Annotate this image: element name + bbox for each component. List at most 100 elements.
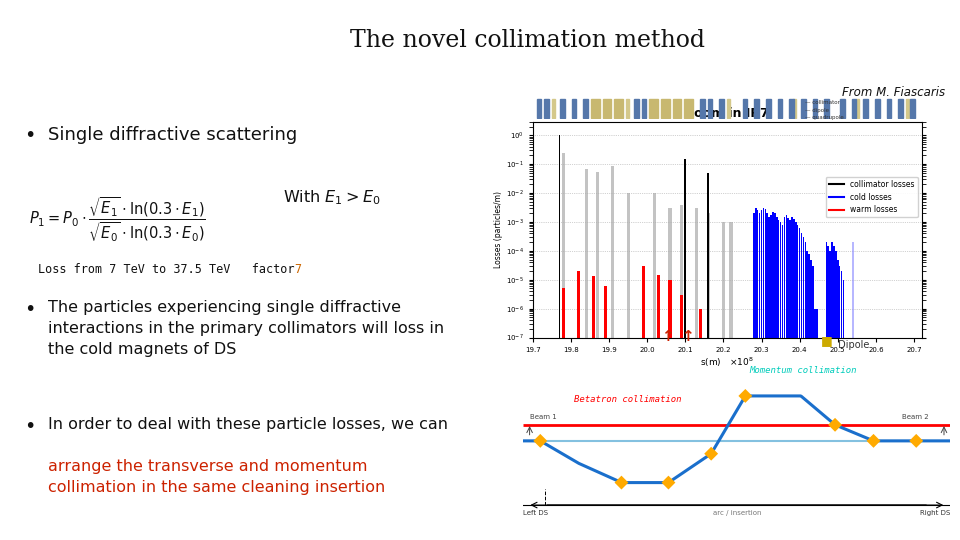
- Bar: [756, 211, 758, 540]
- Bar: [785, 237, 787, 540]
- Bar: [562, 288, 564, 540]
- Bar: [772, 212, 774, 540]
- Text: arc / insertion: arc / insertion: [712, 510, 761, 516]
- Bar: [603, 99, 612, 118]
- Bar: [668, 280, 672, 540]
- Bar: [650, 99, 658, 118]
- Bar: [657, 275, 660, 540]
- Point: [660, 478, 676, 487]
- Point: [828, 421, 843, 429]
- Bar: [799, 271, 801, 540]
- Text: With $E_1 > E_0$: With $E_1 > E_0$: [283, 188, 381, 207]
- Bar: [684, 159, 686, 540]
- Bar: [787, 242, 789, 540]
- Text: Beam 1: Beam 1: [530, 414, 557, 420]
- Bar: [758, 213, 760, 540]
- Bar: [839, 266, 840, 540]
- Bar: [810, 309, 812, 540]
- Bar: [572, 99, 576, 118]
- Bar: [789, 246, 791, 540]
- Bar: [899, 99, 903, 118]
- Bar: [852, 242, 853, 540]
- Bar: [653, 193, 657, 540]
- Bar: [668, 208, 672, 540]
- Bar: [673, 99, 682, 118]
- Text: Betatron collimation: Betatron collimation: [574, 395, 682, 404]
- Bar: [764, 209, 766, 540]
- X-axis label: s(m)   $\times 10^8$: s(m) $\times 10^8$: [701, 355, 754, 369]
- Bar: [707, 213, 709, 540]
- Bar: [700, 99, 705, 118]
- Bar: [680, 205, 683, 540]
- Y-axis label: Losses (particles/m): Losses (particles/m): [494, 191, 503, 268]
- Bar: [781, 225, 783, 540]
- Bar: [770, 214, 772, 540]
- Bar: [797, 266, 799, 540]
- Text: From M. Fiascaris: From M. Fiascaris: [843, 86, 946, 99]
- Bar: [783, 231, 785, 540]
- Bar: [837, 260, 838, 540]
- Text: •: •: [24, 417, 36, 436]
- Bar: [537, 99, 541, 118]
- Text: Left DS: Left DS: [523, 510, 548, 516]
- Bar: [801, 280, 803, 540]
- Text: — quadrupole: — quadrupole: [804, 114, 844, 120]
- Bar: [627, 193, 630, 540]
- Bar: [728, 99, 731, 118]
- Bar: [776, 217, 778, 540]
- Bar: [585, 168, 588, 540]
- Bar: [626, 99, 629, 118]
- Text: ↑: ↑: [681, 329, 694, 345]
- Bar: [762, 208, 764, 540]
- Bar: [795, 222, 797, 540]
- Bar: [804, 242, 806, 540]
- Bar: [661, 99, 670, 118]
- Bar: [906, 99, 909, 118]
- Bar: [803, 237, 804, 540]
- Bar: [614, 99, 623, 118]
- Bar: [813, 99, 817, 118]
- Text: Dipole: Dipole: [835, 340, 870, 349]
- Bar: [814, 309, 816, 540]
- Bar: [801, 99, 805, 118]
- Bar: [799, 228, 801, 540]
- Bar: [695, 208, 698, 540]
- Bar: [778, 99, 782, 118]
- Bar: [793, 254, 795, 540]
- Bar: [544, 99, 549, 118]
- Bar: [684, 99, 693, 118]
- Bar: [584, 99, 588, 118]
- Bar: [816, 309, 818, 540]
- Bar: [812, 266, 814, 540]
- Bar: [722, 222, 725, 540]
- Text: Beam 2: Beam 2: [902, 414, 929, 420]
- Bar: [591, 99, 600, 118]
- Text: •: •: [24, 126, 36, 145]
- Bar: [596, 172, 599, 540]
- Bar: [793, 99, 797, 118]
- Bar: [804, 288, 806, 540]
- Bar: [789, 99, 794, 118]
- Bar: [780, 222, 781, 540]
- Bar: [680, 295, 683, 540]
- Bar: [887, 99, 891, 118]
- Bar: [552, 99, 555, 118]
- Bar: [634, 99, 638, 118]
- Bar: [743, 99, 748, 118]
- Bar: [841, 271, 842, 540]
- Text: ↑: ↑: [660, 329, 674, 345]
- Bar: [797, 225, 799, 540]
- Bar: [778, 220, 780, 540]
- Title: Zoom in IR7: Zoom in IR7: [685, 107, 769, 120]
- Text: •: •: [24, 300, 36, 319]
- Bar: [708, 173, 709, 540]
- Bar: [835, 251, 836, 540]
- Bar: [808, 254, 810, 540]
- Bar: [785, 214, 787, 540]
- Bar: [810, 260, 812, 540]
- Bar: [801, 233, 803, 540]
- Bar: [806, 251, 808, 540]
- Text: The particles experiencing single diffractive
interactions in the primary collim: The particles experiencing single diffra…: [48, 300, 444, 357]
- Bar: [783, 217, 785, 540]
- Text: Momentum collimation: Momentum collimation: [750, 367, 857, 375]
